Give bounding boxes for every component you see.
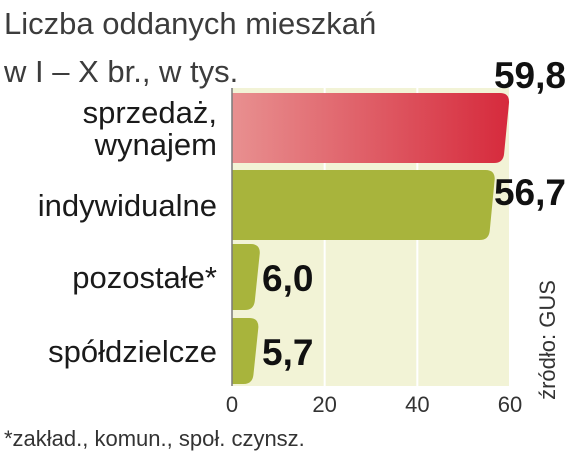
category-labels: sprzedaż, wynajem indywidualne pozostałe* sp… (38, 95, 217, 369)
value-label-spółdzielcze: 5,7 (262, 332, 313, 373)
chart-title-line-1: Liczba oddanych mieszkań (4, 6, 376, 41)
category-label-spółdzielcze: spółdzielcze (48, 334, 217, 369)
value-label-sprzedaż-wynajem: 59,8 (494, 55, 566, 96)
bar-spółdzielcze (232, 318, 259, 384)
bars (232, 93, 510, 384)
category-label-sprzedaż-wynajem: sprzedaż, wynajem (83, 95, 217, 162)
source-note: źródło: GUS (535, 280, 560, 400)
x-axis: 0 20 40 60 (226, 88, 522, 417)
category-label-pozostałe: pozostałe* (72, 260, 217, 295)
bar-pozostałe (232, 244, 260, 310)
category-label-indywidualne: indywidualne (38, 188, 217, 223)
x-tick-label: 0 (226, 392, 238, 417)
x-tick-label: 20 (312, 392, 336, 417)
chart-title-line-2: w I – X br., w tys. (3, 54, 238, 89)
value-label-indywidualne: 56,7 (494, 172, 566, 213)
bar-sprzedaż-wynajem (232, 93, 510, 163)
x-tick-label: 40 (405, 392, 429, 417)
x-tick-label: 60 (498, 392, 522, 417)
value-labels: 59,8 56,7 6,0 5,7 (262, 55, 566, 373)
bar-indywidualne (232, 170, 495, 240)
value-label-pozostałe: 6,0 (262, 258, 313, 299)
footnote: *zakład., komun., społ. czynsz. (4, 426, 305, 451)
